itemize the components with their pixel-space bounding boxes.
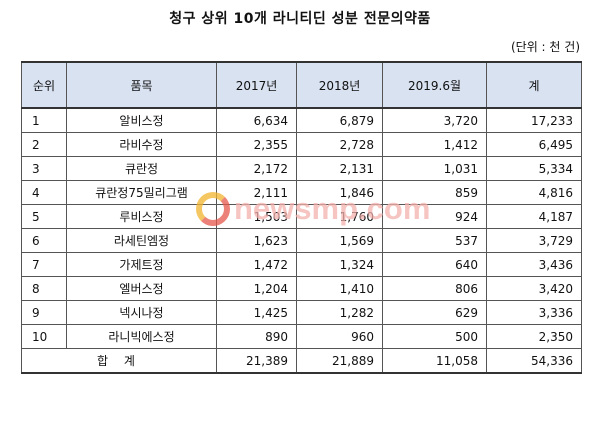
total-2018-cell: 21,889: [296, 348, 383, 374]
value-2017-cell: 1,425: [216, 300, 297, 325]
rank-cell: 5: [21, 204, 67, 229]
row-total-cell: 17,233: [486, 107, 582, 133]
value-2018-cell: 1,569: [296, 228, 383, 253]
product-cell: 큐란정75밀리그램: [66, 180, 217, 205]
rank-cell: 4: [21, 180, 67, 205]
row-total-cell: 2,350: [486, 324, 582, 349]
value-2019-cell: 859: [382, 180, 487, 205]
row-total-cell: 5,334: [486, 156, 582, 181]
value-2019-cell: 629: [382, 300, 487, 325]
header-2018: 2018년: [296, 61, 383, 109]
value-2018-cell: 1,760: [296, 204, 383, 229]
row-total-cell: 4,187: [486, 204, 582, 229]
table-body: 1 알비스정 6,634 6,879 3,720 17,233 2 라비수정 2…: [21, 107, 582, 374]
header-2017: 2017년: [216, 61, 297, 109]
value-2018-cell: 1,846: [296, 180, 383, 205]
value-2019-cell: 806: [382, 276, 487, 301]
page-title: 청구 상위 10개 라니티딘 성분 전문의약품: [169, 11, 431, 27]
value-2019-cell: 640: [382, 252, 487, 277]
row-total-cell: 6,495: [486, 132, 582, 157]
value-2019-cell: 537: [382, 228, 487, 253]
value-2018-cell: 1,324: [296, 252, 383, 277]
value-2018-cell: 6,879: [296, 107, 383, 133]
value-2017-cell: 1,204: [216, 276, 297, 301]
product-cell: 넥시나정: [66, 300, 217, 325]
value-2019-cell: 1,031: [382, 156, 487, 181]
value-2017-cell: 890: [216, 324, 297, 349]
product-cell: 라니빅에스정: [66, 324, 217, 349]
table-row: 1 알비스정 6,634 6,879 3,720 17,233: [21, 107, 582, 133]
value-2019-cell: 3,720: [382, 107, 487, 133]
header-rank: 순위: [21, 61, 67, 109]
value-2017-cell: 2,172: [216, 156, 297, 181]
grand-total-cell: 54,336: [486, 348, 582, 374]
rank-cell: 8: [21, 276, 67, 301]
header-2019-jun: 2019.6월: [382, 61, 487, 109]
value-2019-cell: 1,412: [382, 132, 487, 157]
value-2018-cell: 1,410: [296, 276, 383, 301]
table-row: 7 가제트정 1,472 1,324 640 3,436: [21, 252, 582, 277]
rank-cell: 3: [21, 156, 67, 181]
value-2019-cell: 500: [382, 324, 487, 349]
value-2017-cell: 2,355: [216, 132, 297, 157]
table-row: 8 엘버스정 1,204 1,410 806 3,420: [21, 276, 582, 301]
header-product: 품목: [66, 61, 217, 109]
rank-cell: 1: [21, 107, 67, 133]
value-2018-cell: 960: [296, 324, 383, 349]
rank-cell: 6: [21, 228, 67, 253]
product-cell: 라세틴엠정: [66, 228, 217, 253]
row-total-cell: 3,336: [486, 300, 582, 325]
row-total-cell: 4,816: [486, 180, 582, 205]
value-2017-cell: 2,111: [216, 180, 297, 205]
table-row: 2 라비수정 2,355 2,728 1,412 6,495: [21, 132, 582, 157]
table-row: 10 라니빅에스정 890 960 500 2,350: [21, 324, 582, 349]
table-row: 9 넥시나정 1,425 1,282 629 3,336: [21, 300, 582, 325]
row-total-cell: 3,420: [486, 276, 582, 301]
value-2018-cell: 1,282: [296, 300, 383, 325]
table-row: 6 라세틴엠정 1,623 1,569 537 3,729: [21, 228, 582, 253]
value-2017-cell: 6,634: [216, 107, 297, 133]
unit-note: (단위 : 천 건): [510, 40, 580, 54]
row-total-cell: 3,436: [486, 252, 582, 277]
row-total-cell: 3,729: [486, 228, 582, 253]
table-row: 3 큐란정 2,172 2,131 1,031 5,334: [21, 156, 582, 181]
totals-row: 합 계 21,389 21,889 11,058 54,336: [21, 348, 582, 374]
product-cell: 루비스정: [66, 204, 217, 229]
rank-cell: 7: [21, 252, 67, 277]
product-cell: 엘버스정: [66, 276, 217, 301]
value-2017-cell: 1,503: [216, 204, 297, 229]
header-total: 계: [486, 61, 582, 109]
value-2018-cell: 2,728: [296, 132, 383, 157]
table-header-row: 순위 품목 2017년 2018년 2019.6월 계: [21, 61, 582, 109]
value-2018-cell: 2,131: [296, 156, 383, 181]
product-cell: 라비수정: [66, 132, 217, 157]
totals-label: 합 계: [21, 348, 217, 374]
product-cell: 알비스정: [66, 107, 217, 133]
value-2019-cell: 924: [382, 204, 487, 229]
total-2017-cell: 21,389: [216, 348, 297, 374]
value-2017-cell: 1,472: [216, 252, 297, 277]
rank-cell: 9: [21, 300, 67, 325]
table-row: 5 루비스정 1,503 1,760 924 4,187: [21, 204, 582, 229]
table-row: 4 큐란정75밀리그램 2,111 1,846 859 4,816: [21, 180, 582, 205]
value-2017-cell: 1,623: [216, 228, 297, 253]
product-cell: 가제트정: [66, 252, 217, 277]
total-2019-cell: 11,058: [382, 348, 487, 374]
rank-cell: 2: [21, 132, 67, 157]
product-cell: 큐란정: [66, 156, 217, 181]
ranking-table: 순위 품목 2017년 2018년 2019.6월 계 1 알비스정 6,634…: [21, 61, 582, 374]
rank-cell: 10: [21, 324, 67, 349]
